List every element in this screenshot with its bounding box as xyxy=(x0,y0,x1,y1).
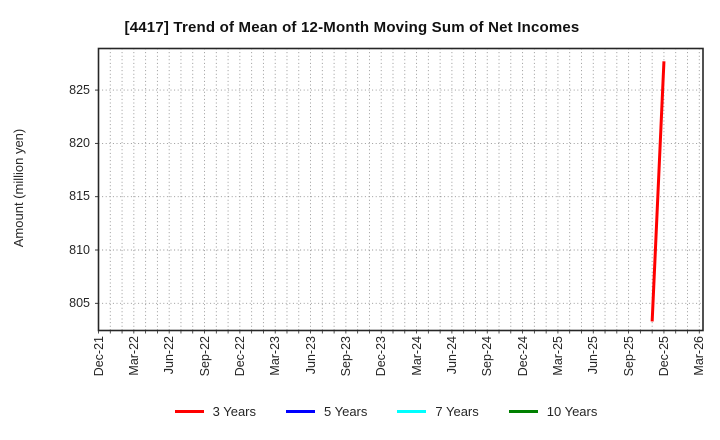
x-tick-label: Jun-25 xyxy=(586,336,601,375)
x-tick-label: Mar-22 xyxy=(126,336,141,376)
legend-item-7-years: 7 Years xyxy=(397,404,479,419)
x-tick-label: Mar-25 xyxy=(550,336,565,376)
chart-legend: 3 Years 5 Years 7 Years 10 Years xyxy=(56,404,716,419)
legend-line-swatch xyxy=(508,410,538,413)
x-tick-label: Jun-24 xyxy=(444,336,459,375)
x-tick-label: Mar-23 xyxy=(268,336,283,376)
legend-item-3-years: 3 Years xyxy=(174,404,256,419)
legend-line-swatch xyxy=(397,410,427,413)
x-tick-label: Dec-25 xyxy=(656,336,671,377)
x-tick-label: Dec-22 xyxy=(232,336,247,377)
y-tick-label: 820 xyxy=(69,135,90,150)
y-axis-label: Amount (million yen) xyxy=(11,128,26,248)
legend-label: 3 Years xyxy=(212,404,256,419)
legend-label: 5 Years xyxy=(324,404,368,419)
legend-label: 10 Years xyxy=(546,404,598,419)
y-tick-label: 805 xyxy=(69,295,90,310)
legend-item-10-years: 10 Years xyxy=(508,404,598,419)
x-tick-label: Sep-23 xyxy=(338,336,353,377)
legend-line-swatch xyxy=(286,410,315,413)
y-tick-label: 810 xyxy=(69,242,90,257)
y-tick-label: 815 xyxy=(69,189,90,204)
x-tick-label: Sep-22 xyxy=(197,336,212,377)
x-tick-label: Jun-22 xyxy=(162,336,177,375)
x-tick-label: Mar-24 xyxy=(409,336,424,376)
legend-line-swatch xyxy=(174,410,204,413)
x-tick-label: Dec-23 xyxy=(374,336,389,377)
x-tick-label: Sep-24 xyxy=(480,336,495,377)
x-tick-label: Sep-25 xyxy=(621,336,636,377)
x-tick-label: Jun-23 xyxy=(303,336,318,375)
x-tick-label: Dec-21 xyxy=(91,336,106,377)
plot-frame xyxy=(97,47,704,332)
legend-item-5-years: 5 Years xyxy=(286,404,367,419)
x-tick-label: Dec-24 xyxy=(515,336,530,377)
chart-title: [4417] Trend of Mean of 12-Month Moving … xyxy=(124,19,580,36)
series-line-3-years xyxy=(650,61,666,322)
x-tick-label: Mar-26 xyxy=(692,336,707,376)
y-tick-label: 825 xyxy=(69,82,90,97)
legend-label: 7 Years xyxy=(435,404,479,419)
